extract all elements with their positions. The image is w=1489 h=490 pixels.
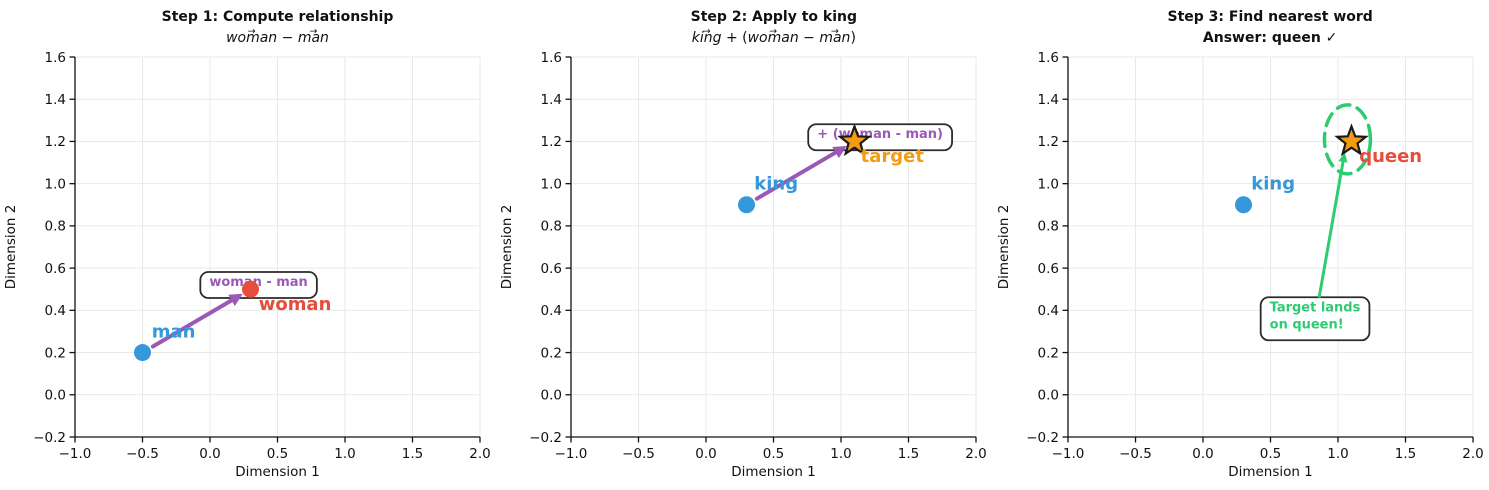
point-label-woman: woman xyxy=(259,294,332,315)
point-label-target: target xyxy=(861,146,925,167)
y-axis-tick-label: 1.2 xyxy=(541,134,562,150)
relation-label-box xyxy=(807,123,954,152)
relation-label-box xyxy=(199,271,318,299)
callout-label-text: on queen! xyxy=(1269,317,1343,332)
x-axis-tick-label: 0.5 xyxy=(267,446,288,462)
x-axis-tick-label: 2.0 xyxy=(966,446,987,462)
point-man xyxy=(133,344,151,362)
nearest-word-highlight xyxy=(1322,103,1372,176)
subplot-step-1-compute-relationship: Step 1: Compute relationship woman − man… xyxy=(0,0,496,490)
point-label-queen: queen xyxy=(1359,146,1422,167)
point-label-king: king xyxy=(1251,174,1295,195)
point-label-man: man xyxy=(152,321,196,342)
callout-label-box xyxy=(1259,296,1370,342)
y-axis-tick-label: 0.4 xyxy=(541,303,562,319)
subplot-step-3-find-nearest-word: Step 3: Find nearest word Answer: queen … xyxy=(993,0,1489,490)
subplot-1-canvas: −1.0 −0.5 0.0 0.5 1.0 1.5 2.0 −0.2 0.0 0.2 0.4 0.6 0… xyxy=(3,50,491,480)
y-axis-tick-label: 0.2 xyxy=(541,345,562,361)
y-axis-label: Dimension 2 xyxy=(3,205,19,290)
x-axis-tick-label: 1.5 xyxy=(402,446,423,462)
y-axis-label: Dimension 2 xyxy=(996,205,1012,290)
x-axis-tick-label: 1.5 xyxy=(898,446,919,462)
subplot-3-canvas: −1.0 −0.5 0.0 0.5 1.0 1.5 2.0 −0.2 0.0 0.2 0.4 0.6 0… xyxy=(996,50,1484,480)
x-axis-label: Dimension 1 xyxy=(1228,464,1313,480)
y-axis-tick-label: 0.6 xyxy=(45,261,66,277)
y-axis-tick-label: 1.4 xyxy=(541,92,562,108)
y-axis-tick-label: 0.4 xyxy=(1037,303,1058,319)
y-axis-tick-label: 0.8 xyxy=(541,219,562,235)
y-axis-tick-label: −0.2 xyxy=(530,430,563,446)
y-axis-tick-label: 0.0 xyxy=(541,388,562,404)
point-king xyxy=(1234,196,1252,214)
subplot-2-canvas: −1.0 −0.5 0.0 0.5 1.0 1.5 2.0 −0.2 0.0 0.2 0.4 0.6 0… xyxy=(499,50,987,480)
y-axis-tick-label: 0.8 xyxy=(45,219,66,235)
x-axis-tick-label: 0.0 xyxy=(696,446,717,462)
x-axis-tick-label: 0.0 xyxy=(1192,446,1213,462)
y-axis-tick-label: 1.0 xyxy=(1037,176,1058,192)
point-king xyxy=(738,196,756,214)
relation-label-text: woman - man xyxy=(209,275,307,290)
y-axis-tick-label: 1.4 xyxy=(1037,92,1058,108)
x-axis-tick-label: 0.5 xyxy=(1259,446,1280,462)
callout-label-text: Target lands xyxy=(1269,300,1360,315)
x-axis-tick-label: 2.0 xyxy=(1462,446,1483,462)
y-axis-tick-label: 0.0 xyxy=(45,388,66,404)
x-axis-tick-label: −1.0 xyxy=(59,446,92,462)
x-axis-tick-label: −1.0 xyxy=(1051,446,1084,462)
woman-minus-man-vector-head xyxy=(228,293,243,306)
y-axis-tick-label: 1.0 xyxy=(541,176,562,192)
y-axis-tick-label: 1.6 xyxy=(541,50,562,66)
apply-relation-vector-head xyxy=(832,145,848,159)
x-axis-tick-label: −0.5 xyxy=(622,446,655,462)
callout-line xyxy=(1317,157,1345,298)
y-axis-tick-label: 0.6 xyxy=(541,261,562,277)
woman-minus-man-vector xyxy=(150,297,236,349)
x-axis-label: Dimension 1 xyxy=(235,464,320,480)
y-axis-tick-label: 1.4 xyxy=(45,92,66,108)
y-axis-tick-label: 1.6 xyxy=(45,50,66,66)
y-axis-tick-label: −0.2 xyxy=(1026,430,1059,446)
y-axis-tick-label: 1.0 xyxy=(45,176,66,192)
apply-relation-vector xyxy=(755,149,840,201)
x-axis-tick-label: 1.0 xyxy=(1327,446,1348,462)
y-axis-tick-label: 0.6 xyxy=(1037,261,1058,277)
point-queen xyxy=(1333,123,1369,157)
y-axis-tick-label: 0.4 xyxy=(45,303,66,319)
x-axis-label: Dimension 1 xyxy=(732,464,817,480)
callout-line-head xyxy=(1338,152,1348,163)
y-axis-tick-label: 0.2 xyxy=(45,345,66,361)
y-axis-tick-label: 1.2 xyxy=(45,134,66,150)
x-axis-tick-label: 1.5 xyxy=(1394,446,1415,462)
x-axis-tick-label: 0.0 xyxy=(199,446,220,462)
point-label-king: king xyxy=(755,174,799,195)
y-axis-tick-label: 0.8 xyxy=(1037,219,1058,235)
point-target xyxy=(837,123,873,157)
x-axis-tick-label: −0.5 xyxy=(1119,446,1152,462)
x-axis-tick-label: 1.0 xyxy=(334,446,355,462)
subplot-step-2-apply-to-king: Step 2: Apply to king king + (woman − ma… xyxy=(496,0,992,490)
y-axis-tick-label: 0.2 xyxy=(1037,345,1058,361)
x-axis-tick-label: −1.0 xyxy=(555,446,588,462)
x-axis-tick-label: 1.0 xyxy=(831,446,852,462)
y-axis-tick-label: −0.2 xyxy=(33,430,66,446)
x-axis-tick-label: 2.0 xyxy=(469,446,490,462)
y-axis-tick-label: 0.0 xyxy=(1037,388,1058,404)
y-axis-tick-label: 1.6 xyxy=(1037,50,1058,66)
point-woman xyxy=(241,280,259,298)
x-axis-tick-label: 0.5 xyxy=(763,446,784,462)
x-axis-tick-label: −0.5 xyxy=(126,446,159,462)
y-axis-label: Dimension 2 xyxy=(499,205,515,290)
relation-label-text: + (woman - man) xyxy=(818,127,944,142)
y-axis-tick-label: 1.2 xyxy=(1037,134,1058,150)
